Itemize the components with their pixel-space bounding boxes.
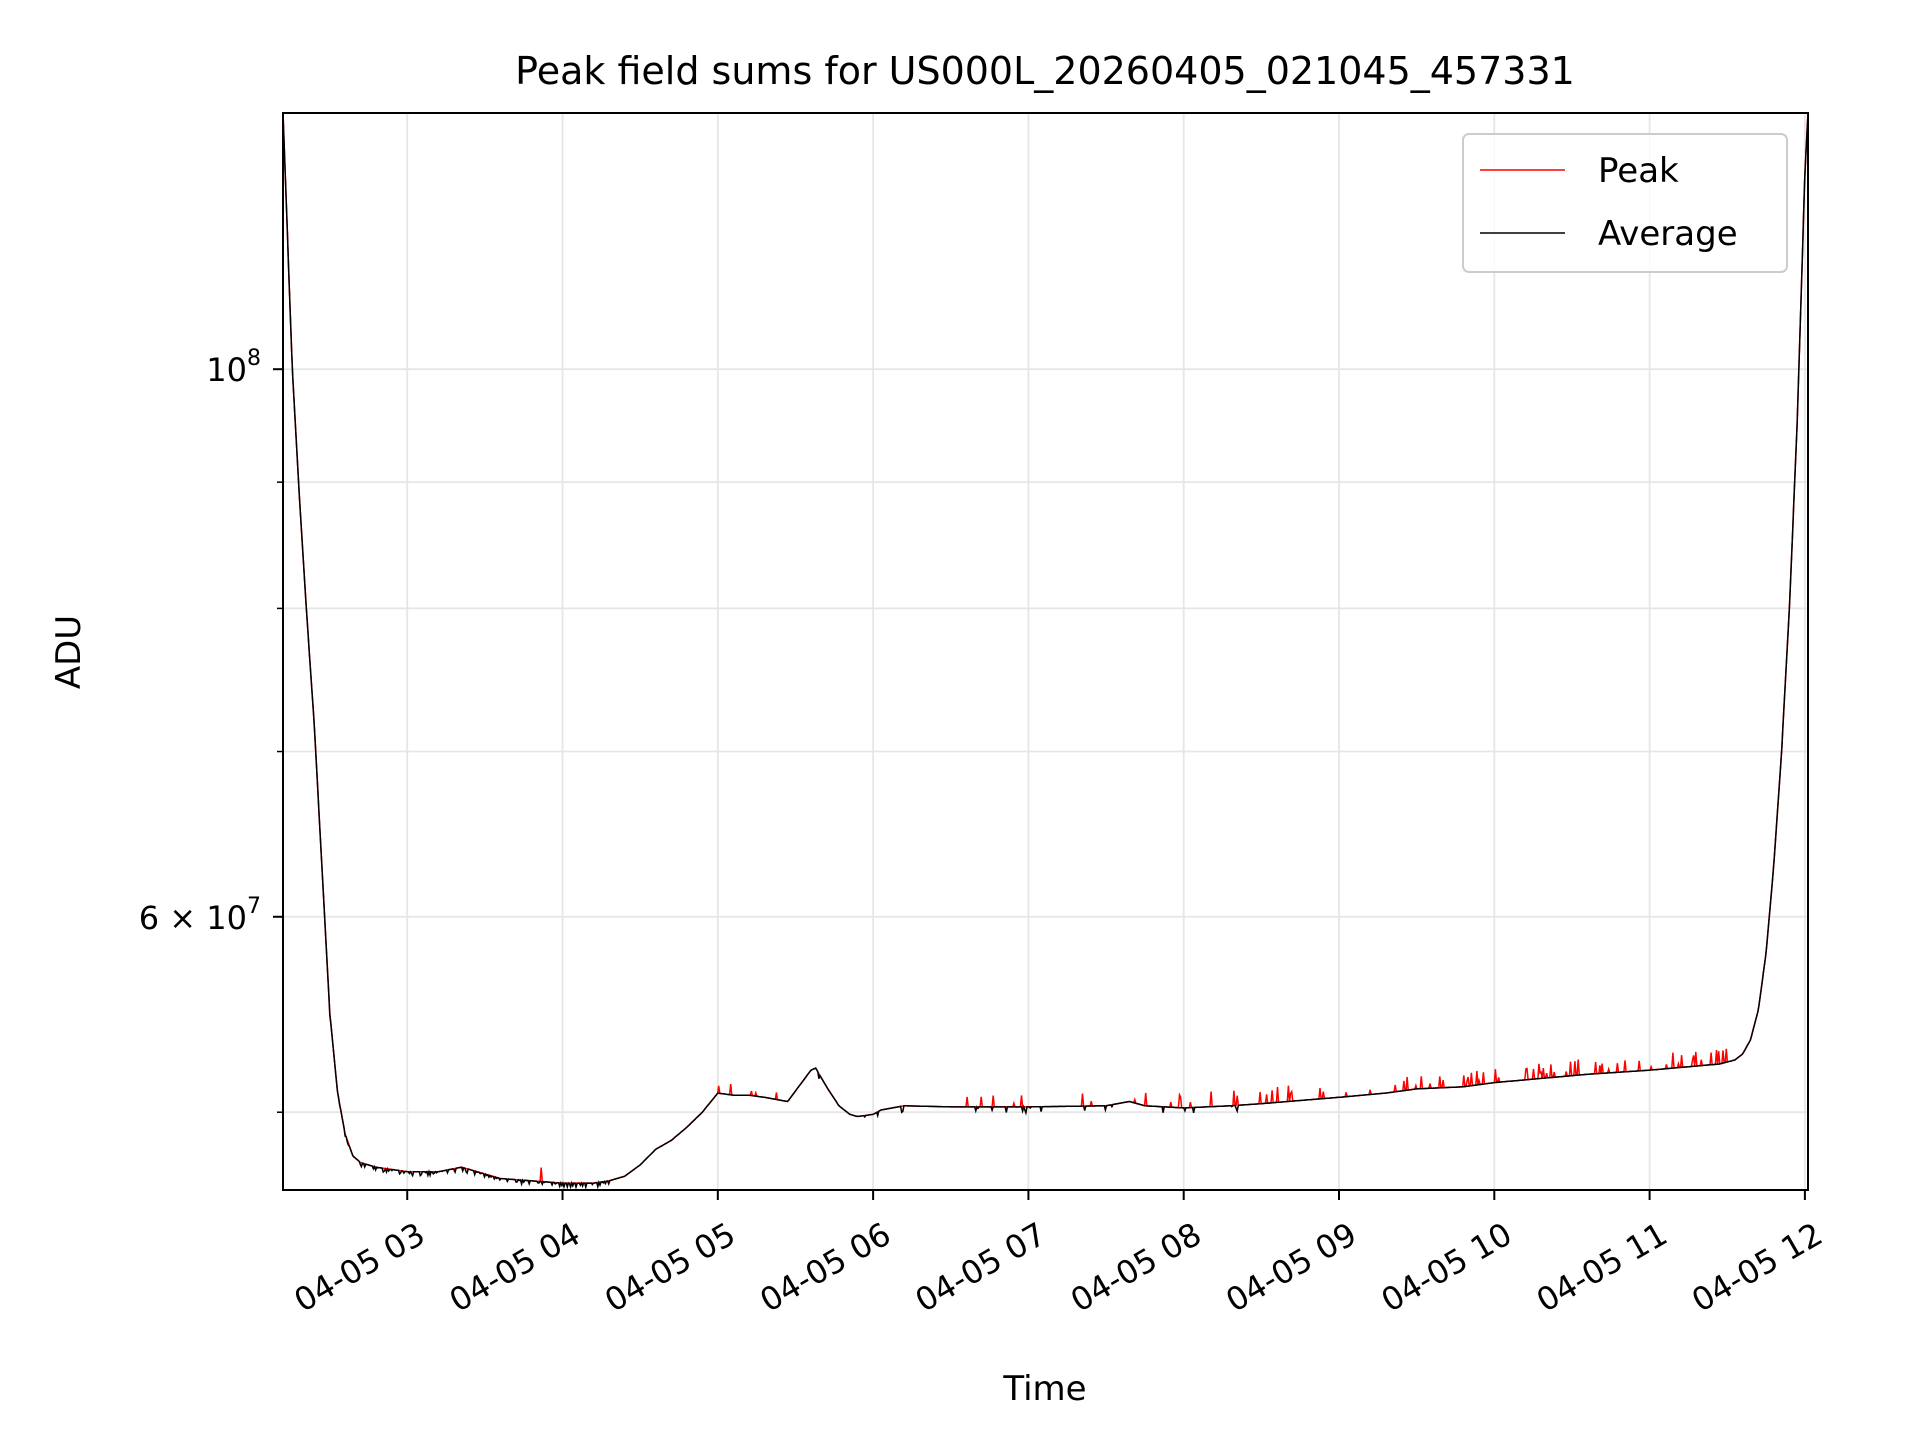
series-average-line (283, 113, 1808, 1190)
x-axis-label: Time (1002, 1369, 1086, 1409)
legend-label-average: Average (1598, 214, 1738, 254)
y-axis-label: ADU (49, 615, 89, 689)
legend-label-peak: Peak (1598, 151, 1679, 191)
legend: Peak Average (1462, 133, 1788, 273)
y-tick-label: 6 × 107 (139, 894, 261, 937)
legend-box (1462, 133, 1788, 273)
series-layer (283, 113, 1808, 1190)
plot-frame (282, 112, 1809, 1191)
grid-layer (283, 113, 1808, 1190)
y-tick-label: 108 (206, 346, 261, 389)
chart-title: Peak field sums for US000L_20260405_0210… (515, 49, 1575, 93)
